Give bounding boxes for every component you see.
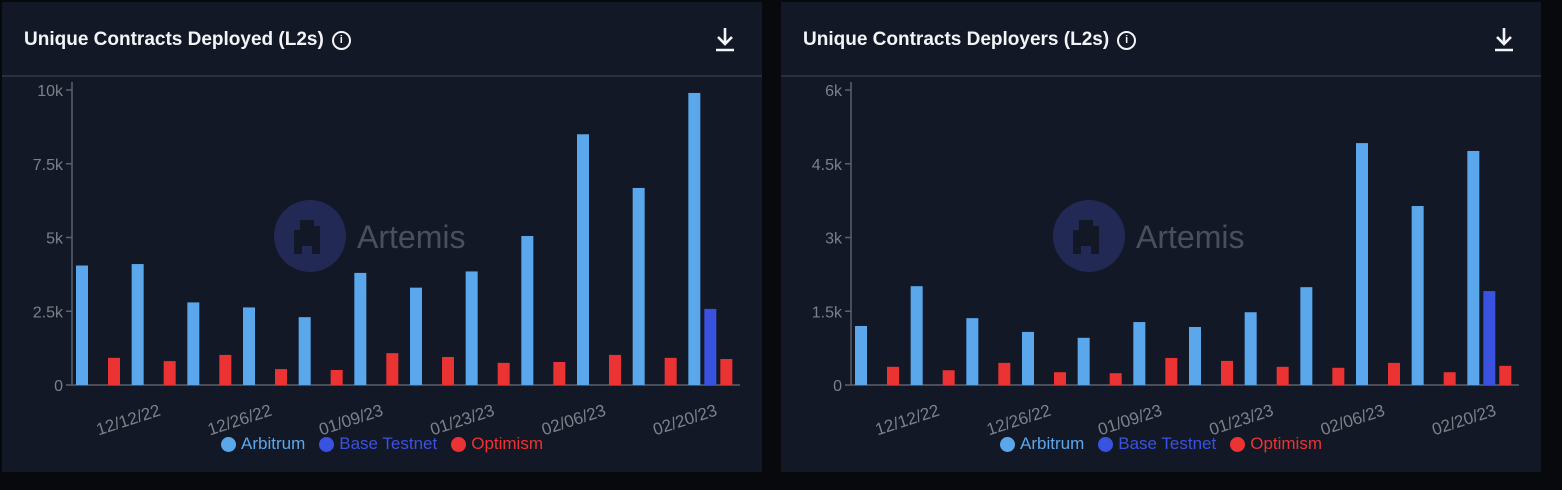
legend-dot-icon	[1098, 436, 1114, 452]
bar-optimism[interactable]	[219, 354, 232, 385]
legend-item-base-testnet[interactable]: Base Testnet	[319, 434, 437, 454]
y-tick-label: 10k	[37, 83, 64, 100]
bar-optimism[interactable]	[720, 359, 733, 385]
download-icon[interactable]	[714, 26, 736, 52]
bar-optimism[interactable]	[887, 366, 899, 385]
bar-base-testnet[interactable]	[1483, 291, 1496, 385]
bar-arbitrum[interactable]	[1244, 312, 1257, 385]
legend-label: Arbitrum	[1020, 434, 1085, 453]
legend: Arbitrum Base Testnet Optimism	[781, 434, 1541, 454]
legend-label: Arbitrum	[241, 434, 306, 453]
info-icon[interactable]: i	[331, 30, 351, 50]
info-icon[interactable]: i	[1117, 30, 1137, 50]
bar-optimism[interactable]	[1054, 372, 1066, 385]
download-icon[interactable]	[1493, 26, 1515, 52]
bar-arbitrum[interactable]	[1077, 337, 1090, 385]
bar-optimism[interactable]	[497, 362, 510, 385]
bar-optimism[interactable]	[330, 369, 343, 385]
y-tick-label: 3k	[825, 231, 843, 248]
legend-dot-icon	[1230, 436, 1246, 452]
bar-arbitrum[interactable]	[855, 326, 867, 385]
bar-optimism[interactable]	[998, 362, 1011, 385]
bar-arbitrum[interactable]	[577, 134, 589, 385]
chart-title: Unique Contracts Deployers (L2s) i	[803, 29, 1137, 51]
bar-arbitrum[interactable]	[354, 272, 367, 385]
bar-arbitrum[interactable]	[410, 287, 422, 385]
chart-title: Unique Contracts Deployed (L2s) i	[24, 29, 351, 51]
bar-arbitrum[interactable]	[632, 187, 645, 385]
y-tick-label: 0	[54, 378, 63, 395]
bar-arbitrum[interactable]	[131, 264, 144, 385]
bar-arbitrum[interactable]	[1022, 331, 1034, 385]
bar-arbitrum[interactable]	[465, 271, 478, 385]
bar-optimism[interactable]	[386, 353, 399, 385]
chart-title-text: Unique Contracts Deployed (L2s)	[24, 29, 324, 50]
watermark-logo: Artemis	[274, 200, 465, 272]
legend: Arbitrum Base Testnet Optimism	[2, 434, 762, 454]
y-tick-label: 2.5k	[33, 304, 64, 321]
bar-optimism[interactable]	[163, 361, 176, 385]
bar-optimism[interactable]	[442, 356, 454, 385]
legend-item-optimism[interactable]: Optimism	[1230, 434, 1322, 454]
bar-arbitrum[interactable]	[910, 286, 923, 385]
panel-header: Unique Contracts Deployed (L2s) i	[2, 2, 762, 77]
legend-item-arbitrum[interactable]: Arbitrum	[221, 434, 305, 454]
bar-optimism[interactable]	[275, 369, 287, 385]
bar-arbitrum[interactable]	[187, 302, 200, 385]
bar-optimism[interactable]	[1276, 366, 1289, 385]
bar-optimism[interactable]	[664, 357, 677, 385]
watermark-logo: Artemis	[1053, 200, 1244, 272]
legend-label: Base Testnet	[339, 434, 438, 453]
legend-label: Base Testnet	[1118, 434, 1217, 453]
bar-optimism[interactable]	[553, 361, 566, 385]
legend-label: Optimism	[1250, 434, 1322, 453]
bar-optimism[interactable]	[1388, 362, 1400, 385]
bar-optimism[interactable]	[108, 357, 120, 385]
bar-arbitrum[interactable]	[1467, 150, 1480, 385]
watermark-text: Artemis	[1136, 219, 1244, 255]
bar-optimism[interactable]	[1165, 357, 1178, 385]
y-tick-label: 7.5k	[33, 157, 64, 174]
chart-panel-contracts-deployed: Unique Contracts Deployed (L2s) i Artemis…	[2, 2, 762, 472]
bar-arbitrum[interactable]	[1356, 143, 1368, 385]
bar-arbitrum[interactable]	[1189, 326, 1201, 385]
y-tick-label: 5k	[46, 231, 64, 248]
y-tick-label: 6k	[825, 83, 843, 100]
bar-arbitrum[interactable]	[1133, 322, 1146, 385]
legend-item-arbitrum[interactable]: Arbitrum	[1000, 434, 1084, 454]
bar-optimism[interactable]	[1221, 360, 1233, 385]
bar-optimism[interactable]	[1109, 373, 1122, 385]
legend-dot-icon	[221, 436, 236, 452]
legend-dot-icon	[451, 436, 467, 452]
bar-optimism[interactable]	[1499, 365, 1512, 385]
bar-arbitrum[interactable]	[521, 236, 534, 385]
bar-arbitrum[interactable]	[76, 265, 88, 385]
y-tick-label: 1.5k	[812, 304, 843, 321]
legend-dot-icon	[319, 436, 335, 452]
bar-arbitrum[interactable]	[298, 317, 311, 385]
bar-optimism[interactable]	[1332, 367, 1345, 385]
legend-label: Optimism	[471, 434, 543, 453]
y-tick-label: 4.5k	[812, 157, 843, 174]
chart-title-text: Unique Contracts Deployers (L2s)	[803, 29, 1110, 50]
bar-optimism[interactable]	[1443, 372, 1456, 385]
panel-header: Unique Contracts Deployers (L2s) i	[781, 2, 1541, 77]
bar-arbitrum[interactable]	[688, 92, 701, 385]
legend-item-base-testnet[interactable]: Base Testnet	[1098, 434, 1216, 454]
bar-arbitrum[interactable]	[1300, 287, 1313, 385]
bar-arbitrum[interactable]	[1411, 206, 1424, 385]
bar-arbitrum[interactable]	[966, 318, 979, 385]
legend-item-optimism[interactable]: Optimism	[451, 434, 543, 454]
watermark-text: Artemis	[357, 219, 465, 255]
chart-panel-contracts-deployers: Unique Contracts Deployers (L2s) i Artemi…	[781, 2, 1541, 472]
legend-dot-icon	[1000, 436, 1015, 452]
bar-arbitrum[interactable]	[243, 307, 255, 385]
bar-optimism[interactable]	[942, 370, 955, 385]
y-tick-label: 0	[833, 378, 842, 395]
bar-base-testnet[interactable]	[704, 308, 717, 385]
bar-optimism[interactable]	[609, 354, 621, 385]
